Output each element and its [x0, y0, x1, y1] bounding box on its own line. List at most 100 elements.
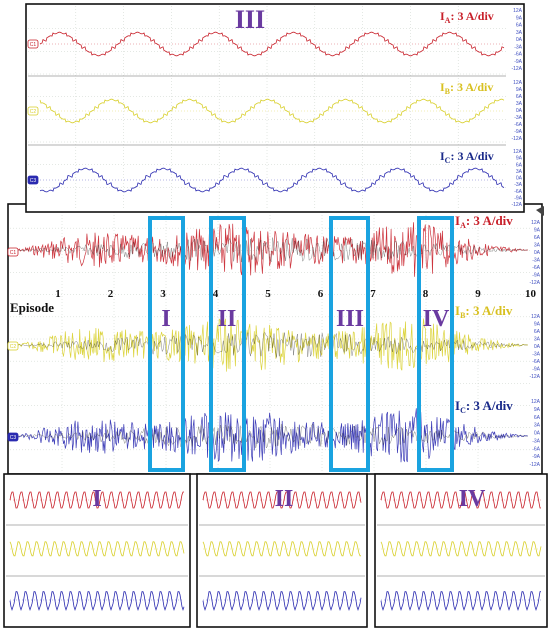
scale-tick: 6A	[534, 329, 541, 335]
channel-markers: C1 C2 C3 C1 C2 C3	[7, 39, 544, 442]
scale-tick: 9A	[516, 15, 523, 21]
scale-tick: -3A	[514, 44, 522, 50]
bottom-roman-iv: IV	[459, 486, 486, 512]
scale-tick: -3A	[532, 352, 540, 358]
scale-tick: -6A	[532, 446, 540, 452]
scale-tick: -3A	[514, 115, 522, 121]
scale-tick: -9A	[514, 195, 522, 201]
top-label-ic: IC: 3 A/div	[440, 149, 494, 165]
scale-tick: 3A	[516, 30, 523, 36]
scale-tick: -6A	[532, 359, 540, 365]
scale-tick: 9A	[534, 407, 541, 413]
episode-number: 7	[370, 288, 376, 300]
scale-tick: -3A	[532, 438, 540, 444]
bottom-panels-waveforms	[6, 491, 545, 611]
scale-tick: 6A	[534, 415, 541, 421]
episode-number: 2	[108, 288, 114, 300]
highlight-roman-i: I	[161, 306, 170, 332]
scale-tick: -6A	[514, 122, 522, 128]
scale-tick: -9A	[514, 59, 522, 65]
highlight-roman-ii: II	[218, 306, 237, 332]
step-waveform	[202, 591, 362, 611]
channel-marker	[27, 39, 39, 49]
scale-tick: -9A	[532, 273, 540, 279]
step-waveform	[202, 541, 361, 557]
channel-marker	[27, 175, 39, 185]
scale-tick: 6A	[516, 162, 523, 168]
scale-tick: -3A	[514, 182, 522, 188]
scale-tick: 12A	[531, 399, 541, 405]
episode-number: 4	[213, 288, 219, 300]
scale-tick: 3A	[534, 337, 541, 343]
scale-tick: 12A	[531, 220, 541, 226]
scale-tick: -12A	[529, 374, 540, 380]
noisy-waveform-core	[14, 332, 528, 358]
step-waveform	[39, 31, 505, 57]
scale-tick: -9A	[532, 454, 540, 460]
scale-tick: -12A	[529, 280, 540, 286]
scale-tick: 3A	[534, 423, 541, 429]
channel-marker-label: C3	[30, 178, 37, 184]
highlight-box-i	[148, 216, 185, 472]
noisy-waveform-core	[13, 423, 528, 449]
step-waveform	[380, 541, 542, 557]
highlight-box-ii	[209, 216, 246, 472]
channel-marker	[7, 341, 19, 351]
episode-number: 5	[265, 288, 271, 300]
channel-marker-label: C3	[10, 435, 17, 441]
main-panel-waveforms	[13, 222, 528, 463]
episode-number: 10	[525, 288, 537, 300]
scale-tick: 0A	[516, 176, 523, 182]
channel-marker-label: C2	[10, 344, 17, 350]
episode-number: 9	[475, 288, 481, 300]
top-panel-frame	[25, 3, 525, 213]
episode-highlights	[148, 216, 454, 472]
channel-marker	[7, 432, 19, 442]
scale-tick: -12A	[529, 462, 540, 468]
scale-tick: 9A	[534, 322, 541, 328]
main-label-ic: IC: 3 A/div	[455, 398, 513, 415]
scale-tick: -9A	[532, 367, 540, 373]
episode-number: 3	[160, 288, 166, 300]
step-waveform	[9, 491, 184, 509]
channel-marker-label: C2	[30, 109, 37, 115]
scale-tick: 12A	[513, 8, 523, 14]
main-label-ib: IB: 3 A/div	[455, 303, 513, 320]
step-waveform	[9, 541, 185, 557]
bottom-roman-i: I	[92, 486, 101, 512]
scale-tick: 0A	[516, 37, 523, 43]
highlight-roman-iv: IV	[423, 306, 450, 332]
step-waveform	[9, 591, 185, 611]
step-waveform	[39, 167, 505, 193]
episode-number: 8	[423, 288, 429, 300]
step-waveform	[380, 591, 541, 611]
scale-tick: 12A	[531, 314, 541, 320]
scale-tick: 9A	[534, 228, 541, 234]
scale-tick: 0A	[534, 344, 541, 350]
channel-marker	[27, 106, 39, 116]
episode-numbers: 1 2 3 4 5 6 7 8 9 10	[55, 288, 536, 300]
episode-label: Episode	[10, 300, 54, 315]
step-waveform	[202, 491, 362, 509]
trigger-arrow-icon	[536, 206, 544, 216]
channel-marker-label: C1	[30, 42, 37, 48]
scale-tick: -12A	[511, 66, 522, 72]
noisy-waveform	[14, 408, 528, 463]
main-label-ia: IA: 3 A/div	[455, 213, 513, 230]
scale-tick: -12A	[511, 202, 522, 208]
step-waveform	[380, 491, 541, 509]
scale-tick: -6A	[514, 52, 522, 58]
scale-tick: 9A	[516, 156, 523, 162]
scale-tick: -6A	[532, 265, 540, 271]
scale-tick: 12A	[513, 149, 523, 155]
scale-tick: 0A	[534, 431, 541, 437]
scale-tick: 9A	[516, 87, 523, 93]
step-waveform	[39, 98, 505, 124]
scale-tick: -3A	[532, 258, 540, 264]
scale-tick: 12A	[513, 80, 523, 86]
episode-number: 1	[55, 288, 61, 300]
noisy-waveform	[14, 222, 528, 277]
scale-tick-labels: 12A9A6A3A0A-3A-6A-9A-12A12A9A6A3A0A-3A-6…	[511, 8, 540, 468]
channel-marker-label: C1	[10, 250, 17, 256]
